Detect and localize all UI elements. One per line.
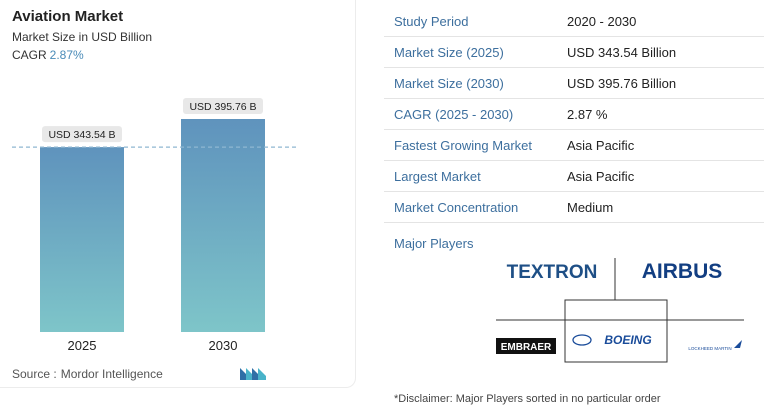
row-key: Market Concentration [394, 199, 519, 215]
bar-2025 [40, 147, 124, 332]
data-label: USD 395.76 B [189, 101, 256, 113]
airbus-logo: AIRBUS [642, 260, 723, 283]
table-row: Largest Market Asia Pacific [384, 161, 764, 192]
table-row: Market Concentration Medium [384, 192, 764, 223]
row-key: Market Size (2025) [394, 44, 504, 60]
boeing-logo-text: BOEING [604, 333, 651, 347]
major-players-label: Major Players [394, 236, 474, 251]
row-key: Largest Market [394, 168, 481, 184]
table-row: Market Size (2030) USD 395.76 Billion [384, 68, 764, 99]
bar-2030 [181, 119, 265, 332]
embraer-logo: EMBRAER [496, 338, 556, 354]
cagr-value: 2.87% [49, 48, 84, 62]
row-value: 2020 - 2030 [567, 13, 637, 29]
boeing-logo: BOEING [572, 333, 652, 347]
market-summary-card: Aviation Market Market Size in USD Billi… [0, 0, 356, 388]
cagr-line: CAGR 2.87% [12, 48, 84, 62]
source-line: Source : Mordor Intelligence [12, 367, 163, 381]
disclaimer-text: *Disclaimer: Major Players sorted in no … [394, 393, 661, 405]
row-key: CAGR (2025 - 2030) [394, 106, 514, 122]
x-tick-label: 2030 [209, 338, 238, 353]
row-key: Study Period [394, 13, 469, 29]
row-value: USD 343.54 Billion [567, 44, 677, 60]
x-tick-label: 2025 [68, 338, 97, 353]
chart-subtitle: Market Size in USD Billion [12, 30, 153, 44]
row-value: Asia Pacific [567, 168, 635, 184]
embraer-logo-text: EMBRAER [501, 342, 552, 353]
data-label-bg [42, 126, 122, 143]
major-players-logos: TEXTRON AIRBUS EMBRAER BOEING LOCKHEED M… [496, 258, 744, 363]
data-label-bg [183, 98, 263, 114]
source-label: Source : [12, 367, 57, 381]
source-value: Mordor Intelligence [60, 367, 163, 381]
market-stats-table: Study Period 2020 - 2030 Market Size (20… [384, 6, 764, 223]
table-row: Market Size (2025) USD 343.54 Billion [384, 37, 764, 68]
table-row: CAGR (2025 - 2030) 2.87 % [384, 99, 764, 130]
bar-chart-svg: USD 343.54 B 2025 USD 395.76 B 2030 [12, 98, 296, 353]
lockheed-martin-logo-text: LOCKHEED MARTIN [688, 346, 731, 351]
lockheed-martin-logo: LOCKHEED MARTIN [688, 340, 742, 351]
chart-title: Aviation Market [12, 8, 124, 25]
row-key: Market Size (2030) [394, 75, 504, 91]
row-value: 2.87 % [567, 106, 608, 122]
row-key: Fastest Growing Market [394, 137, 532, 153]
cagr-label: CAGR [12, 48, 47, 62]
textron-logo: TEXTRON [507, 262, 598, 283]
row-value: Asia Pacific [567, 137, 635, 153]
mordor-intelligence-logo-icon [240, 368, 266, 380]
table-row: Study Period 2020 - 2030 [384, 6, 764, 37]
row-value: USD 395.76 Billion [567, 75, 677, 91]
bar-chart: USD 343.54 B 2025 USD 395.76 B 2030 [0, 90, 356, 360]
data-label: USD 343.54 B [48, 129, 115, 141]
row-value: Medium [567, 199, 614, 215]
table-row: Fastest Growing Market Asia Pacific [384, 130, 764, 161]
